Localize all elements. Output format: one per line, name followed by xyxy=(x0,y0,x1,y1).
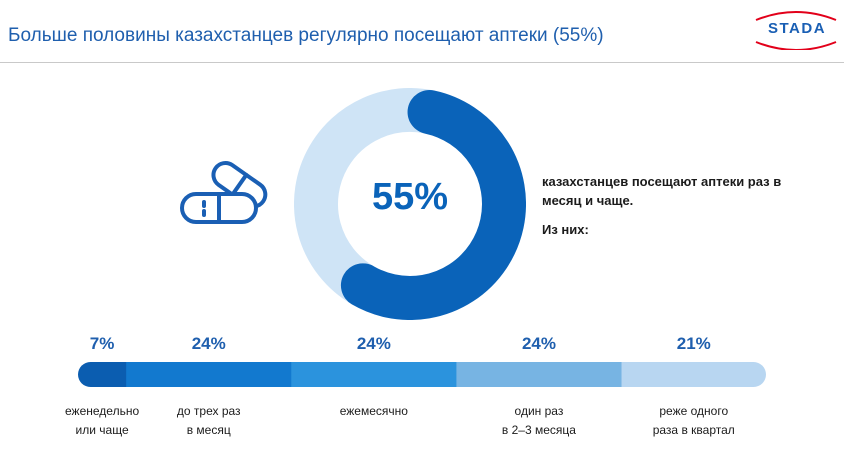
donut-caption: казахстанцев посещают аптеки раз в месяц… xyxy=(542,174,782,208)
bar-value-label-2: 24% xyxy=(191,334,226,353)
bar-segment-4 xyxy=(456,362,623,387)
stada-logo: STADA xyxy=(748,8,844,50)
bar-value-label-5: 21% xyxy=(676,334,711,353)
bar-category-label-2: до трех раз в месяц xyxy=(176,404,241,437)
header-divider xyxy=(0,62,844,63)
bar-category-label-4: один раз в 2–3 месяца xyxy=(501,404,576,437)
bar-category-label-1: еженедельно или чаще xyxy=(65,404,140,437)
donut-chart xyxy=(294,88,526,320)
bar-segment-1 xyxy=(78,362,127,387)
bar-segment-3 xyxy=(291,362,457,387)
logo-arc-icon xyxy=(755,11,837,50)
breakdown-subcaption: Из них: xyxy=(542,222,589,237)
bar-category-label-5: реже одного раза в квартал xyxy=(652,404,735,437)
stacked-bar xyxy=(78,362,766,387)
donut-center-label: 55% xyxy=(371,176,449,218)
bar-value-label-3: 24% xyxy=(356,334,391,353)
bar-segment-5 xyxy=(621,362,766,387)
bar-category-label-3: ежемесячно xyxy=(339,404,408,418)
pills-icon xyxy=(180,161,268,224)
logo-text: STADA xyxy=(768,20,827,37)
donut-slice-primary xyxy=(294,88,526,320)
page-title: Больше половины казахстанцев регулярно п… xyxy=(8,25,604,46)
bar-value-label-1: 7% xyxy=(89,334,115,353)
bar-value-label-4: 24% xyxy=(521,334,556,353)
bar-segment-2 xyxy=(126,362,292,387)
